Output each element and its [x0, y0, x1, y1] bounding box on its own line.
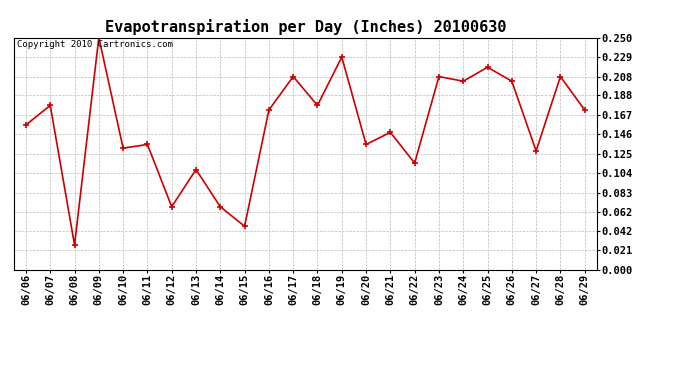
Text: Copyright 2010 Cartronics.com: Copyright 2010 Cartronics.com	[17, 40, 172, 49]
Title: Evapotranspiration per Day (Inches) 20100630: Evapotranspiration per Day (Inches) 2010…	[105, 19, 506, 35]
